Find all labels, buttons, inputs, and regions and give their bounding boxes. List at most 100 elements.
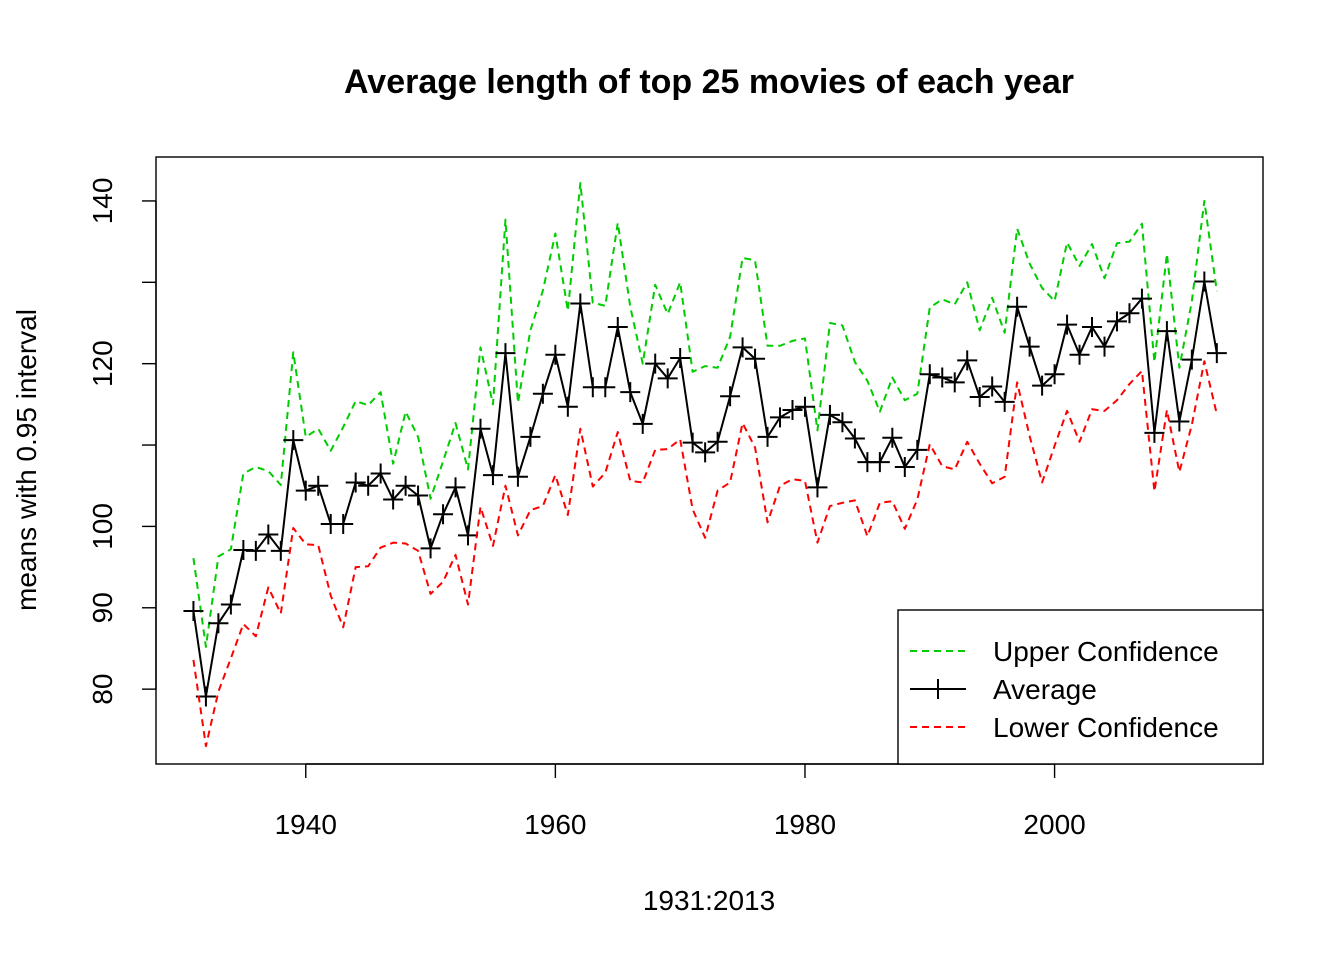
legend-marker-average (928, 679, 948, 699)
data-point (695, 442, 716, 463)
legend-label-lower: Lower Confidence (993, 712, 1219, 743)
legend: Upper Confidence Average Lower Confidenc… (897, 609, 1264, 765)
data-point (894, 457, 915, 478)
data-point (220, 594, 241, 615)
data-point (782, 400, 803, 421)
data-point (994, 391, 1015, 412)
data-point (183, 601, 204, 622)
data-point (208, 613, 229, 634)
legend-item-upper: Upper Confidence (910, 636, 1219, 667)
data-point (532, 383, 553, 404)
legend-item-average: Average (910, 674, 1097, 705)
data-point (682, 432, 703, 453)
data-point (670, 347, 691, 368)
data-point (832, 412, 853, 433)
data-point (1131, 288, 1152, 309)
data-point (358, 475, 379, 496)
data-point (595, 377, 616, 398)
legend-box (897, 609, 1264, 765)
data-point (607, 317, 628, 338)
data-point (1119, 303, 1140, 324)
data-point (707, 431, 728, 452)
data-point (370, 463, 391, 484)
x-tick-label: 1940 (275, 809, 337, 840)
y-tick-label: 140 (87, 178, 118, 225)
data-point (1032, 375, 1053, 396)
data-point (794, 396, 815, 417)
data-point (345, 472, 366, 493)
data-point (383, 489, 404, 510)
data-point (507, 466, 528, 487)
data-point (258, 524, 279, 545)
data-point (770, 407, 791, 428)
data-point (632, 413, 653, 434)
data-point (732, 337, 753, 358)
data-point (1181, 349, 1202, 370)
data-point (807, 477, 828, 498)
data-point (433, 504, 454, 525)
data-point (1106, 311, 1127, 332)
series-layer (183, 182, 1227, 748)
data-point (1094, 336, 1115, 357)
data-point (919, 364, 940, 385)
data-point (869, 452, 890, 473)
data-point (907, 439, 928, 460)
data-point (557, 396, 578, 417)
data-point (1144, 422, 1165, 443)
data-point (545, 344, 566, 365)
x-tick-label: 1960 (524, 809, 586, 840)
legend-label-upper: Upper Confidence (993, 636, 1219, 667)
data-point (570, 293, 591, 314)
data-point (982, 376, 1003, 397)
data-point (245, 540, 266, 561)
data-point (420, 538, 441, 559)
y-axis-label: means with 0.95 interval (11, 309, 42, 611)
y-tick-label: 120 (87, 340, 118, 387)
series-line-upper-confidence (192, 182, 1218, 648)
legend-label-average: Average (993, 674, 1097, 705)
data-point (1069, 344, 1090, 365)
data-point (944, 372, 965, 393)
data-point (620, 382, 641, 403)
y-tick-label: 90 (87, 592, 118, 623)
data-point (295, 480, 316, 501)
data-point (1019, 336, 1040, 357)
data-point (645, 353, 666, 374)
y-tick-label: 100 (87, 503, 118, 550)
x-tick-label: 1980 (774, 809, 836, 840)
data-point (1206, 343, 1227, 364)
data-point (308, 475, 329, 496)
data-point (1082, 317, 1103, 338)
data-point (270, 540, 291, 561)
y-tick-label: 80 (87, 674, 118, 705)
series-line-lower-confidence (192, 360, 1218, 748)
data-point (283, 430, 304, 451)
data-point (844, 428, 865, 449)
data-point (957, 350, 978, 371)
x-axis-label: 1931:2013 (643, 885, 775, 916)
data-point (1169, 411, 1190, 432)
data-point (720, 386, 741, 407)
data-point (520, 426, 541, 447)
chart-title: Average length of top 25 movies of each … (344, 63, 1074, 101)
data-point (969, 387, 990, 408)
data-point (333, 513, 354, 534)
data-point (445, 477, 466, 498)
data-point (932, 367, 953, 388)
x-axis: 1940 1960 1980 2000 (275, 763, 1086, 840)
data-point (1057, 314, 1078, 335)
y-axis: 80 90 100 120 140 (87, 178, 157, 705)
data-point (1044, 364, 1065, 385)
data-point (657, 368, 678, 389)
data-point (745, 348, 766, 369)
data-point (408, 485, 429, 506)
data-point (395, 475, 416, 496)
data-point (470, 418, 491, 439)
data-point (482, 465, 503, 486)
data-point (495, 343, 516, 364)
x-tick-label: 2000 (1023, 809, 1085, 840)
data-point (458, 525, 479, 546)
data-point (1007, 296, 1028, 317)
data-point (757, 426, 778, 447)
